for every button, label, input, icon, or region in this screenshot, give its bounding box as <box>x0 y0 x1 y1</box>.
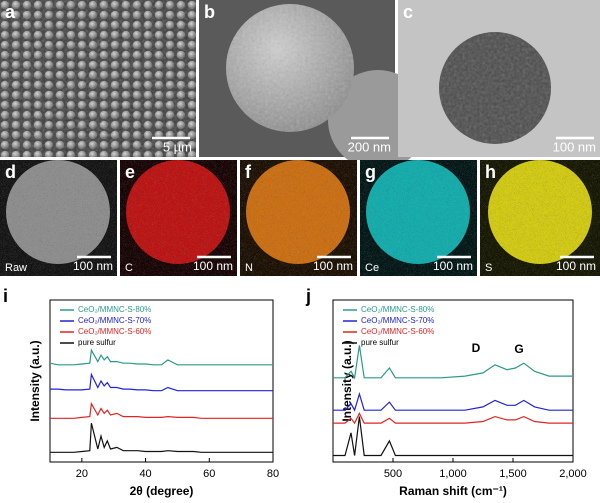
scale-bar-label: 100 nm <box>553 139 596 154</box>
scale-bar-label: 200 nm <box>348 139 391 154</box>
chart: j 500 1,000 1,500 2,000 Raman shift (cm⁻¹) Int… <box>305 286 587 498</box>
scale-bar-label: 100 nm <box>193 259 233 273</box>
texture <box>226 4 354 132</box>
x-tick-label: 80 <box>267 468 279 480</box>
panel-letter: g <box>365 162 376 182</box>
legend-label: CeO₂/MMNC-S-80% <box>78 305 151 314</box>
y-axis-label: Intensity (a.u.) <box>340 340 354 421</box>
scale-bar-label: 100 nm <box>433 259 473 273</box>
scale-bar-label: 5 µm <box>163 139 192 154</box>
panel-letter: j <box>305 286 311 306</box>
scale-bar-label: 100 nm <box>73 259 113 273</box>
texture <box>439 32 551 144</box>
element-label: Ce <box>365 262 379 274</box>
spectrum-line <box>50 422 273 453</box>
panel-letter: f <box>245 162 252 182</box>
gap <box>117 160 120 276</box>
element-label: N <box>245 262 253 274</box>
element-label: C <box>125 262 133 274</box>
legend-label: CeO₂/MMNC-S-60% <box>361 327 434 336</box>
x-axis-label: 2θ (degree) <box>130 484 194 498</box>
legend-label: CeO₂/MMNC-S-70% <box>361 316 434 325</box>
eds-maps <box>0 160 600 276</box>
x-tick-label: 500 <box>384 468 402 480</box>
panel-letter: i <box>3 286 8 306</box>
spectrum-line <box>333 416 573 457</box>
gap <box>357 160 360 276</box>
spectrum-line <box>333 412 573 425</box>
panel-letter: c <box>403 2 413 22</box>
legend-label: CeO₂/MMNC-S-60% <box>78 327 151 336</box>
chart: i 20 40 60 80 2θ (degree) Intensity (a.u.) CeO₂… <box>3 286 279 498</box>
spectrum-line <box>333 391 573 412</box>
scale-bar-label: 100 nm <box>313 259 353 273</box>
panel-letter: b <box>204 2 215 22</box>
micrographs <box>0 0 600 276</box>
panel-letter: e <box>125 162 135 182</box>
x-tick-label: 20 <box>76 468 88 480</box>
legend-label: pure sulfur <box>78 338 116 347</box>
spectrum-line <box>50 401 273 419</box>
element-label: S <box>485 262 492 274</box>
legend-label: pure sulfur <box>361 338 399 347</box>
x-axis-label: Raman shift (cm⁻¹) <box>399 484 507 498</box>
panel-letter: d <box>5 162 16 182</box>
panel-letter: h <box>485 162 496 182</box>
x-tick-label: 40 <box>139 468 151 480</box>
spectrum-line <box>50 372 273 392</box>
element-label: Raw <box>5 262 27 274</box>
x-tick-label: 60 <box>203 468 215 480</box>
scale-bar-label: 100 nm <box>556 259 596 273</box>
peak-annotation: D <box>472 341 481 355</box>
panel-letter: a <box>5 2 16 22</box>
plot-frame <box>49 299 274 463</box>
gap <box>477 160 480 276</box>
texture <box>0 0 196 157</box>
spectrum-line <box>49 348 273 366</box>
y-axis-label: Intensity (a.u.) <box>28 340 42 421</box>
x-tick-label: 2,000 <box>559 468 587 480</box>
spectrum-line <box>333 345 573 380</box>
peak-annotation: G <box>514 342 523 356</box>
legend-label: CeO₂/MMNC-S-80% <box>361 305 434 314</box>
x-tick-label: 1,000 <box>439 468 467 480</box>
x-tick-label: 1,500 <box>499 468 527 480</box>
gap <box>237 160 240 276</box>
legend-label: CeO₂/MMNC-S-70% <box>78 316 151 325</box>
